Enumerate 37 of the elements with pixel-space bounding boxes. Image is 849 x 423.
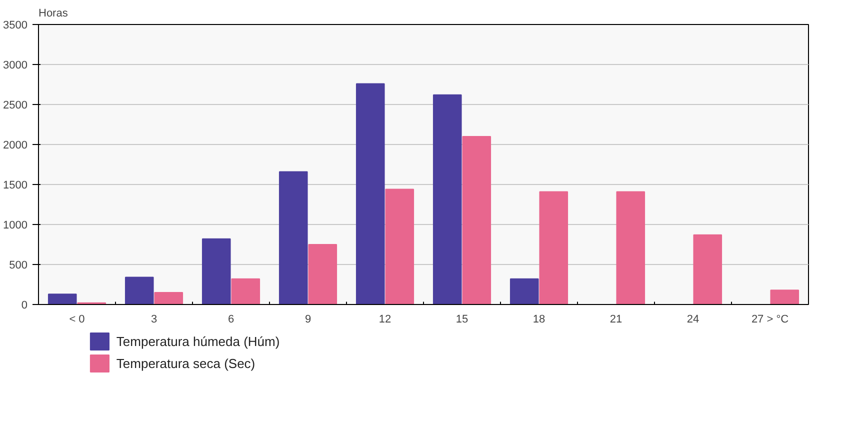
legend-label: Temperatura seca (Sec) [116, 356, 256, 371]
bar [385, 188, 414, 304]
y-tick-label: 3500 [3, 20, 28, 32]
y-tick-label: 500 [9, 260, 28, 272]
x-tick-label: 27 > °C [751, 314, 789, 326]
y-axis-title: Horas [38, 8, 68, 20]
bar [510, 278, 539, 304]
y-tick-label: 3000 [3, 60, 28, 72]
y-tick-label: 1000 [3, 220, 28, 232]
bar [124, 276, 154, 304]
y-tick-label: 0 [21, 300, 28, 312]
x-tick-label: 21 [610, 314, 622, 326]
x-tick-label: 12 [378, 314, 392, 326]
bar [231, 278, 260, 304]
y-tick-label: 1500 [3, 180, 28, 192]
x-tick-label: < 0 [69, 314, 85, 326]
bar [616, 191, 646, 304]
bar [48, 294, 77, 304]
legend-label: Temperatura húmeda (Húm) [116, 334, 280, 349]
bar [202, 238, 231, 304]
x-tick-label: 6 [228, 314, 234, 326]
bar [462, 136, 492, 304]
bar [308, 244, 338, 304]
x-tick-label: 3 [150, 314, 158, 326]
bar [356, 83, 385, 304]
bar [278, 171, 308, 304]
bar [770, 290, 800, 304]
bar [693, 234, 722, 304]
y-tick-label: 2500 [3, 100, 28, 112]
y-tick-label: 2000 [3, 140, 28, 152]
x-tick-label: 24 [686, 314, 700, 326]
x-tick-label: 18 [532, 314, 546, 326]
x-tick-label: 9 [304, 314, 312, 326]
bar [539, 191, 568, 304]
x-tick-label: 15 [456, 314, 468, 326]
bar [154, 292, 184, 304]
bar [432, 94, 462, 304]
